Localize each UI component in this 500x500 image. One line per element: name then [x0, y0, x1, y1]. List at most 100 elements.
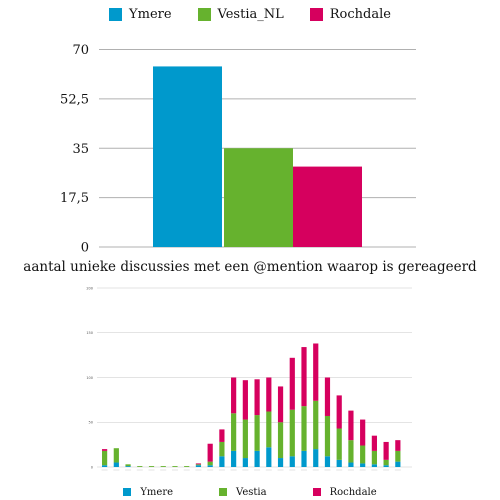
legend-label-rochdale: Rochdale [329, 6, 391, 22]
legend-item-vestia-nl: Vestia_NL [197, 6, 284, 22]
bottom-stacked-bar-chart: 0 50 100 150 200 [86, 286, 412, 471]
bottom-legend-item-rochdale: Rochdale [312, 486, 377, 498]
stack-segment-vestia-7 [184, 466, 190, 467]
bar-rochdale [293, 166, 362, 247]
stack-segment-vestia-20 [336, 428, 342, 460]
stack-segment-vestia-24 [383, 459, 389, 466]
stack-segment-ymere-12 [242, 458, 248, 467]
stack-segment-vestia-2 [125, 464, 131, 467]
y-tick-label-70: 70 [72, 43, 89, 58]
stack-segment-ymere-17 [301, 450, 307, 467]
small-y-tick-label-100: 100 [86, 376, 93, 380]
stack-segment-vestia-6 [172, 466, 178, 467]
legend-label-vestia-nl: Vestia_NL [217, 6, 284, 22]
stack-segment-vestia-17 [301, 406, 307, 451]
bottom-legend-swatch-vestia [219, 488, 228, 496]
stack-segment-ymere-11 [231, 450, 237, 467]
stack-segment-rochdale-8 [195, 463, 202, 465]
chart-caption: aantal unieke discussies met een @mentio… [23, 259, 477, 275]
stack-segment-vestia-25 [395, 450, 401, 462]
stack-segment-vestia-11 [231, 413, 237, 451]
stack-segment-ymere-13 [254, 450, 260, 467]
legend-label-ymere: Ymere [129, 6, 172, 22]
stack-segment-ymere-10 [219, 456, 225, 467]
stack-segment-rochdale-15 [277, 386, 284, 423]
stack-segment-rochdale-16 [289, 357, 295, 410]
stack-segment-rochdale-23 [371, 435, 377, 451]
stack-segment-rochdale-25 [395, 440, 401, 451]
stack-segment-ymere-15 [277, 458, 284, 467]
small-y-tick-label-50: 50 [89, 421, 93, 425]
stack-segment-ymere-1 [113, 462, 119, 467]
stack-segment-ymere-24 [383, 465, 389, 467]
bottom-legend-label-vestia: Vestia [236, 486, 267, 498]
small-y-tick-label-200: 200 [86, 286, 93, 290]
bottom-legend-item-ymere: Ymere [123, 487, 173, 498]
stack-segment-ymere-8 [195, 465, 202, 467]
stack-segment-rochdale-11 [231, 377, 237, 414]
stack-segment-vestia-4 [148, 466, 155, 467]
stack-segment-rochdale-22 [360, 419, 366, 446]
y-tick-label-17-5: 17,5 [60, 191, 89, 206]
stack-segment-rochdale-10 [219, 429, 225, 442]
stack-segment-ymere-19 [324, 456, 331, 467]
stack-segment-vestia-1 [113, 448, 119, 463]
stack-segment-vestia-16 [289, 409, 295, 457]
bottom-legend-item-vestia: Vestia [219, 487, 267, 498]
legend-swatch-vestia-nl [197, 7, 211, 21]
stack-segment-vestia-14 [266, 411, 272, 448]
stack-segment-ymere-25 [395, 461, 401, 467]
stack-segment-ymere-2 [125, 466, 131, 467]
stack-segment-ymere-20 [336, 459, 342, 467]
stack-segment-rochdale-13 [254, 379, 260, 416]
stack-segment-vestia-0 [102, 450, 108, 466]
y-tick-label-35: 35 [72, 142, 89, 157]
bottom-legend-swatch-ymere [123, 488, 132, 496]
stack-segment-vestia-8 [195, 464, 202, 466]
legend-item-rochdale: Rochdale [309, 6, 391, 22]
stack-segment-vestia-23 [371, 450, 377, 465]
bottom-legend-label-rochdale: Rochdale [329, 486, 377, 498]
stack-segment-vestia-19 [324, 415, 331, 457]
stack-segment-vestia-21 [348, 440, 354, 463]
stack-segment-rochdale-14 [266, 377, 272, 412]
stack-segment-vestia-18 [313, 400, 319, 450]
stack-segment-ymere-21 [348, 462, 354, 467]
stack-segment-vestia-9 [207, 461, 213, 466]
bottom-legend-label-ymere: Ymere [140, 486, 174, 498]
stack-segment-rochdale-24 [383, 441, 389, 460]
stack-segment-ymere-18 [313, 449, 319, 467]
stack-segment-rochdale-0 [102, 449, 108, 451]
stack-segment-ymere-16 [289, 456, 295, 467]
legend-swatch-rochdale [309, 7, 323, 21]
stack-segment-rochdale-19 [324, 377, 331, 416]
stack-segment-rochdale-17 [301, 347, 307, 407]
stack-segment-rochdale-9 [207, 443, 213, 462]
stack-segment-rochdale-21 [348, 410, 354, 441]
stack-segment-rochdale-12 [242, 380, 248, 420]
stack-segment-ymere-0 [102, 465, 108, 467]
stack-segment-ymere-22 [360, 463, 366, 467]
y-tick-label-52-5: 52,5 [60, 92, 89, 107]
stack-segment-vestia-13 [254, 415, 260, 451]
stack-segment-rochdale-20 [336, 395, 342, 429]
stack-segment-vestia-22 [360, 445, 366, 464]
stack-segment-vestia-15 [277, 422, 284, 459]
stack-segment-vestia-10 [219, 441, 225, 457]
small-y-tick-label-150: 150 [86, 331, 93, 335]
bottom-chart-legend: Ymere Vestia Rochdale [0, 485, 500, 499]
bar-ymere [153, 66, 222, 247]
legend-item-ymere: Ymere [109, 7, 172, 22]
stack-segment-vestia-5 [160, 466, 166, 467]
stack-segment-vestia-12 [242, 419, 248, 459]
bottom-legend-swatch-rochdale [312, 488, 321, 496]
stack-segment-vestia-3 [137, 466, 143, 467]
legend-swatch-ymere [109, 7, 123, 21]
stack-segment-rochdale-18 [313, 343, 319, 401]
small-y-tick-label-0: 0 [91, 465, 93, 469]
stack-segment-ymere-14 [266, 447, 272, 467]
y-tick-label-0: 0 [81, 241, 89, 256]
bar-vestia-nl [224, 148, 293, 247]
top-chart-legend: Ymere Vestia_NL Rochdale [0, 3, 500, 25]
stack-segment-ymere-23 [371, 464, 377, 467]
